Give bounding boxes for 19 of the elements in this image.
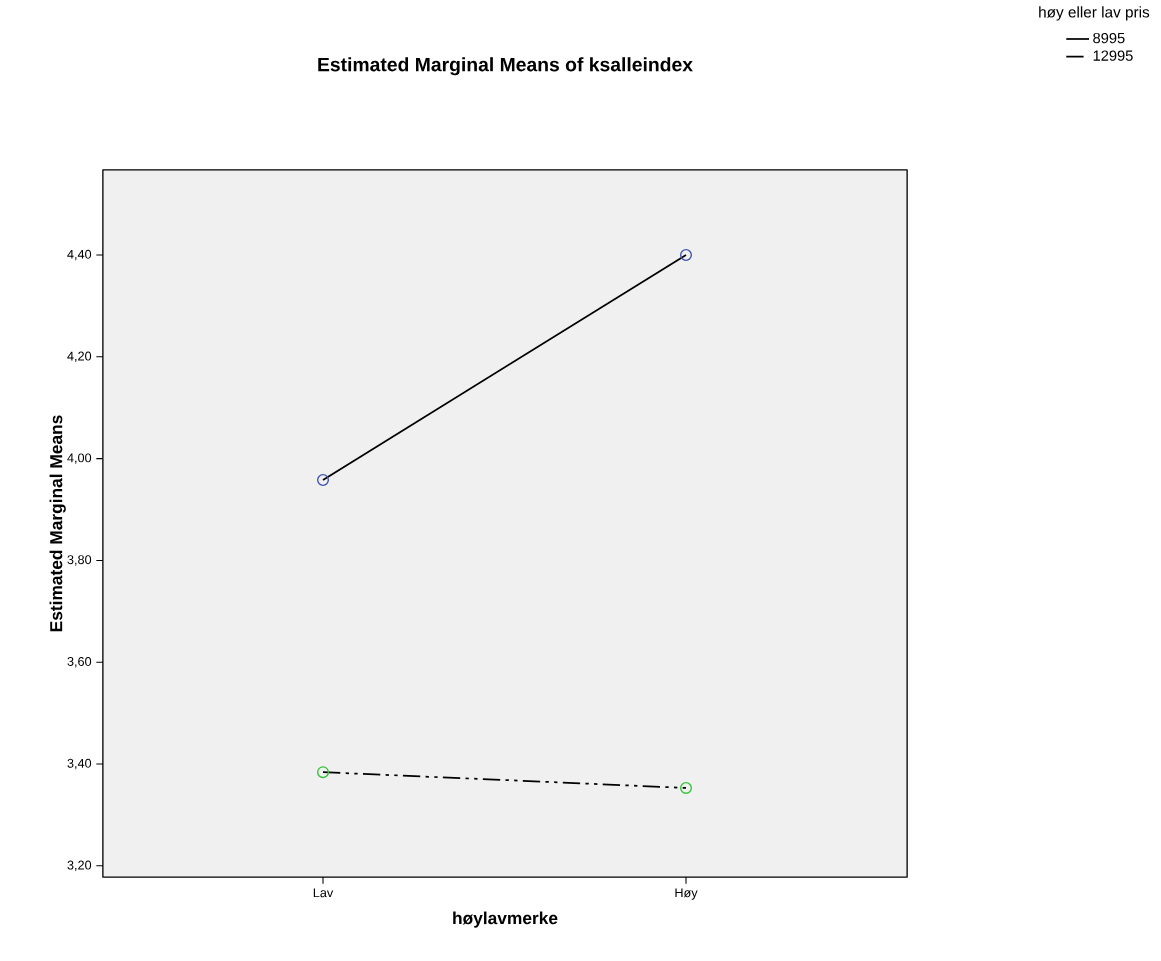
x-tick-label: Høy xyxy=(675,888,698,900)
legend-title: høy eller lav pris xyxy=(1039,6,1150,21)
point xyxy=(317,473,329,486)
legend-label: 8995 xyxy=(1093,32,1125,44)
y-tick-label: 4,40 xyxy=(67,249,92,261)
x-tick-label: Lav xyxy=(313,888,334,898)
y-tick-label: 3,80 xyxy=(67,555,92,566)
point xyxy=(680,249,693,262)
x-axis-title: høylavmerke xyxy=(453,911,558,928)
point xyxy=(680,781,693,794)
y-tick-label: 3,40 xyxy=(67,758,92,770)
y-tick-label: 4,00 xyxy=(67,453,92,464)
y-tick-label: 3,20 xyxy=(67,860,92,872)
point xyxy=(317,766,329,779)
y-tick-label: 3,60 xyxy=(67,656,92,668)
y-axis-title: Estimated Marginal Means xyxy=(49,415,66,632)
chart-title: Estimated Marginal Means of ksalleindex xyxy=(318,57,693,76)
y-tick-label: 4,20 xyxy=(67,351,92,363)
legend-label: 12995 xyxy=(1093,50,1133,61)
